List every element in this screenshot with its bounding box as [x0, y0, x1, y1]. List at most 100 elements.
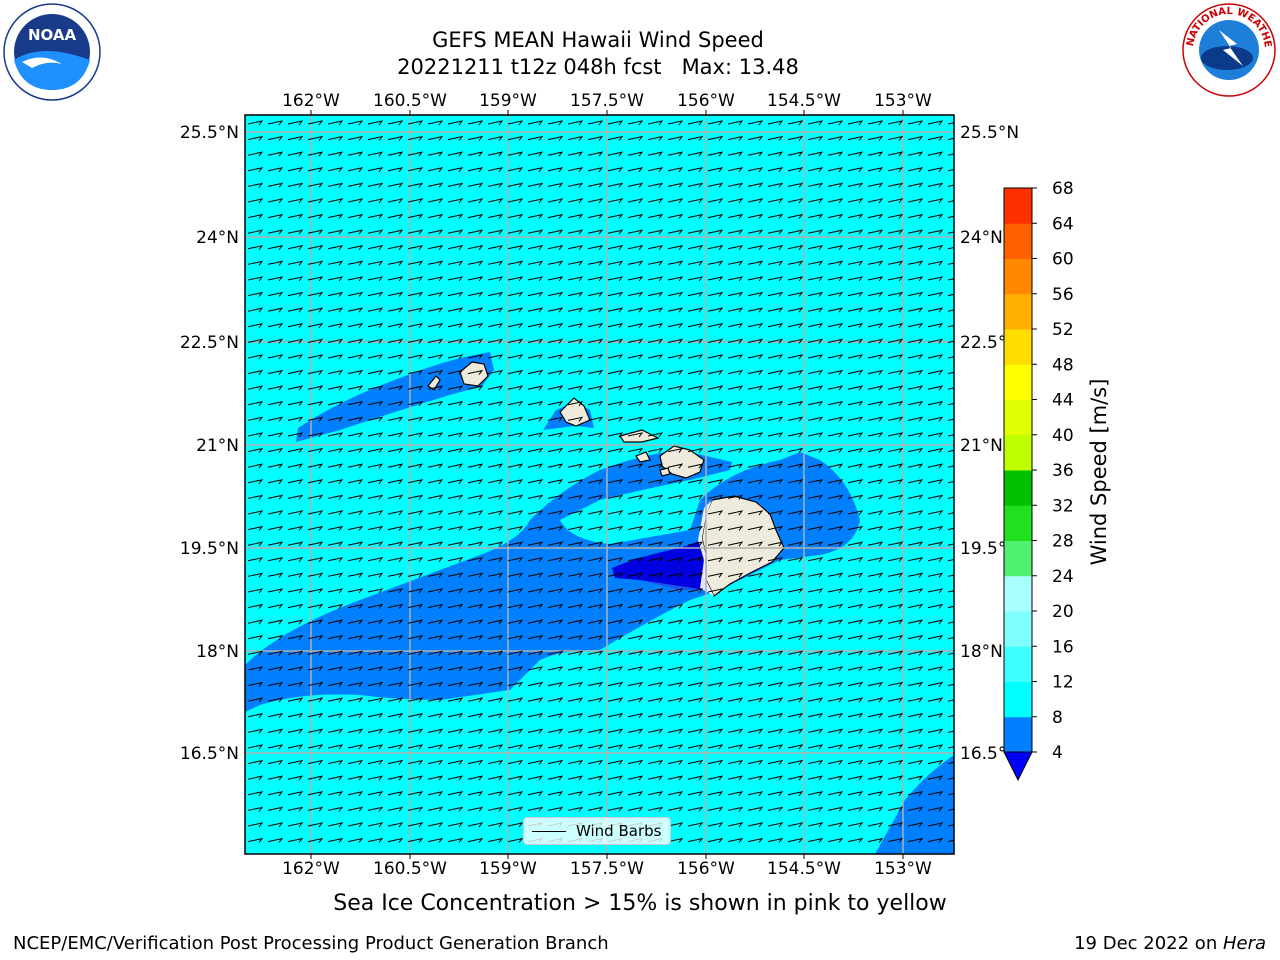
wind-barb — [507, 120, 524, 126]
wind-barb — [507, 245, 524, 251]
wind-barb — [587, 510, 604, 516]
wind-barb — [867, 588, 884, 594]
wind-barb — [907, 603, 924, 609]
wind-barb — [467, 728, 484, 734]
wind-barb — [907, 681, 924, 687]
wind-barb — [667, 447, 684, 453]
wind-barb — [407, 479, 424, 485]
wind-barb — [727, 463, 744, 469]
wind-barb — [567, 806, 584, 812]
wind-barb — [667, 120, 684, 126]
wind-barb — [527, 463, 544, 469]
wind-barb — [507, 650, 524, 656]
lon-label-bottom: 162°W — [282, 859, 340, 879]
wind-barb — [467, 416, 484, 422]
wind-barb — [387, 666, 404, 672]
wind-barb — [667, 525, 684, 531]
wind-barb — [327, 666, 344, 672]
wind-barb — [287, 666, 304, 672]
wind-barb — [767, 791, 784, 797]
wind-barb — [447, 510, 464, 516]
wind-barb — [847, 635, 864, 641]
colorbar-level-label: 8 — [1052, 708, 1063, 728]
colorbar-segment — [1004, 223, 1032, 259]
wind-barb — [747, 806, 764, 812]
lon-label-top: 157.5°W — [570, 91, 644, 111]
wind-barb — [267, 510, 284, 516]
wind-barb — [267, 291, 284, 297]
lowest-wind-region — [612, 540, 706, 590]
wind-barb — [347, 666, 364, 672]
wind-barb — [587, 572, 604, 578]
wind-barb — [467, 603, 484, 609]
wind-barb — [527, 307, 544, 313]
wind-barb — [927, 323, 944, 329]
wind-barb — [367, 728, 384, 734]
wind-barb — [847, 541, 864, 547]
wind-barb — [267, 791, 284, 797]
wind-barb — [307, 806, 324, 812]
wind-barb — [507, 525, 524, 531]
wind-barb — [547, 463, 564, 469]
island-lanai — [635, 451, 651, 463]
wind-barb — [567, 245, 584, 251]
wind-barb — [707, 635, 724, 641]
wind-barb — [927, 338, 944, 344]
wind-barb — [367, 525, 384, 531]
wind-barb — [607, 291, 624, 297]
wind-barb — [407, 167, 424, 173]
wind-barb — [507, 713, 524, 719]
wind-barb — [727, 603, 744, 609]
wind-barb — [767, 837, 784, 843]
wind-barb — [527, 120, 544, 126]
wind-barb — [707, 822, 724, 828]
wind-barb — [847, 713, 864, 719]
wind-barb — [447, 572, 464, 578]
wind-barb — [467, 369, 484, 375]
wind-barb — [947, 715, 954, 718]
wind-barb — [607, 744, 624, 750]
wind-barb — [907, 338, 924, 344]
wind-barb — [347, 603, 364, 609]
wind-barb — [387, 744, 404, 750]
wind-barb — [887, 276, 904, 282]
wind-barb — [707, 260, 724, 266]
wind-barb — [827, 385, 844, 391]
colorbar-title: Wind Speed [m/s] — [1087, 379, 1111, 566]
wind-barb — [847, 167, 864, 173]
wind-barb — [807, 650, 824, 656]
wind-barb — [327, 323, 344, 329]
wind-barb — [747, 463, 764, 469]
wind-barb — [247, 635, 264, 641]
wind-barb — [347, 276, 364, 282]
wind-barb — [427, 463, 444, 469]
wind-barb — [307, 135, 324, 141]
wind-barb — [767, 822, 784, 828]
wind-barb — [787, 744, 804, 750]
wind-barb — [507, 198, 524, 204]
wind-barb — [287, 369, 304, 375]
wind-barb — [567, 432, 584, 438]
wind-barb — [287, 463, 304, 469]
wind-barb — [787, 603, 804, 609]
wind-barb — [627, 354, 644, 360]
wind-barb — [587, 213, 604, 219]
wind-barb — [367, 837, 384, 843]
wind-barb — [367, 541, 384, 547]
wind-barb — [807, 713, 824, 719]
wind-barb — [447, 697, 464, 703]
wind-barb — [867, 167, 884, 173]
wind-barb — [607, 728, 624, 734]
wind-barb — [807, 619, 824, 625]
wind-barb — [487, 135, 504, 141]
wind-barb — [947, 481, 954, 484]
wind-barb — [507, 603, 524, 609]
wind-barb — [667, 635, 684, 641]
wind-barb — [927, 120, 944, 126]
low-wind-region-kauai-channel — [296, 352, 494, 442]
wind-barb — [247, 198, 264, 204]
wind-barb — [567, 151, 584, 157]
wind-barb — [287, 447, 304, 453]
wind-barb — [507, 619, 524, 625]
wind-barb — [247, 806, 264, 812]
